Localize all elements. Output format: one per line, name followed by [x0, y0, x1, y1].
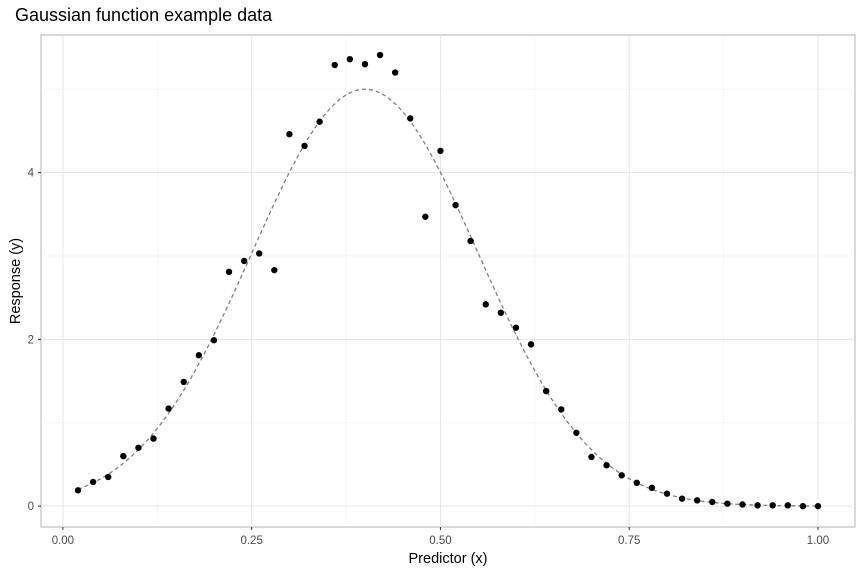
data-point: [739, 501, 746, 508]
data-point: [633, 479, 640, 487]
data-point: [603, 462, 610, 469]
x-tick-label: 0.50: [429, 535, 451, 547]
data-point: [678, 495, 686, 502]
data-point: [74, 487, 82, 494]
x-tick-label: 0.00: [52, 535, 74, 547]
data-point: [754, 502, 761, 509]
y-axis-title: Response (y): [8, 238, 24, 324]
data-point: [165, 405, 172, 412]
data-points-layer: [74, 51, 822, 510]
data-point: [709, 498, 716, 506]
data-point: [482, 301, 489, 308]
data-point: [724, 500, 731, 507]
data-point: [648, 484, 656, 492]
data-point: [271, 266, 278, 274]
x-tick-label: 1.00: [807, 535, 829, 547]
data-point: [588, 453, 595, 461]
x-axis-ticks: 0.00 0.25 0.50 0.75 1.00: [52, 527, 829, 547]
data-point: [120, 452, 127, 460]
y-tick-label: 4: [28, 168, 35, 180]
data-point: [784, 502, 791, 509]
data-point: [316, 118, 323, 125]
data-point: [814, 502, 822, 510]
data-point: [256, 250, 263, 257]
data-point: [376, 51, 384, 59]
data-point: [512, 324, 520, 331]
data-point: [361, 60, 369, 68]
data-point: [150, 435, 157, 442]
data-point: [331, 61, 338, 69]
chart-title: Gaussian function example data: [15, 5, 273, 25]
data-point: [558, 406, 565, 413]
plot-panel: [40, 34, 856, 528]
data-point: [407, 115, 414, 122]
data-point: [286, 131, 293, 138]
data-point: [437, 147, 444, 155]
data-point: [346, 55, 354, 63]
data-point: [240, 257, 248, 265]
data-point: [452, 201, 459, 209]
data-point: [210, 337, 218, 344]
data-point: [180, 378, 187, 386]
y-tick-label: 2: [28, 334, 34, 346]
data-point: [89, 478, 97, 486]
x-tick-label: 0.25: [240, 535, 262, 547]
data-point: [527, 341, 535, 348]
data-point: [542, 387, 550, 395]
data-point: [769, 502, 776, 509]
x-axis-title: Predictor (x): [409, 551, 488, 567]
data-point: [195, 352, 203, 359]
data-point: [391, 69, 399, 76]
y-axis-ticks: 0 2 4: [28, 168, 41, 513]
data-point: [422, 213, 429, 220]
x-tick-label: 0.75: [618, 535, 640, 547]
data-point: [693, 497, 701, 504]
data-point: [135, 444, 142, 451]
data-point: [225, 268, 233, 276]
data-point: [301, 142, 308, 150]
data-point: [467, 237, 474, 245]
data-point: [105, 473, 112, 481]
data-point: [573, 429, 580, 436]
data-point: [497, 309, 505, 316]
y-tick-label: 0: [28, 501, 34, 513]
data-point: [799, 502, 807, 510]
data-point: [618, 472, 625, 479]
data-point: [663, 490, 671, 497]
grid-lines: [41, 35, 855, 527]
